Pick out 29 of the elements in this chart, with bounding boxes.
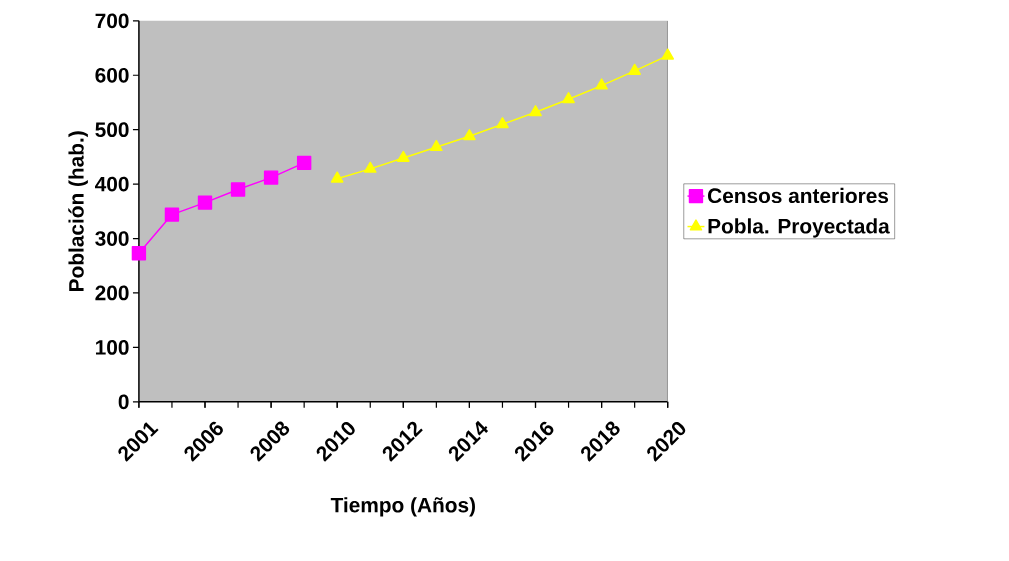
y-tick-label: 700 bbox=[95, 13, 129, 29]
point bbox=[263, 170, 279, 185]
legend-label: Censos anteriores bbox=[708, 188, 889, 204]
point bbox=[363, 161, 377, 174]
point bbox=[197, 195, 213, 211]
point bbox=[463, 129, 476, 141]
point bbox=[296, 155, 312, 171]
y-tick-label: 400 bbox=[95, 176, 129, 192]
point bbox=[230, 182, 246, 197]
x-axis-title: Tiempo (Años) bbox=[330, 497, 475, 517]
y-tick-label: 200 bbox=[95, 285, 129, 301]
y-tick-label: 100 bbox=[95, 340, 129, 355]
point bbox=[496, 117, 509, 129]
point bbox=[529, 105, 542, 117]
point bbox=[562, 92, 575, 104]
point bbox=[628, 63, 641, 76]
point bbox=[595, 78, 608, 90]
legend-label: Pobla. Proyectada bbox=[708, 218, 890, 238]
point bbox=[330, 171, 344, 183]
y-tick-label: 600 bbox=[95, 68, 129, 83]
point bbox=[661, 48, 675, 60]
point bbox=[396, 151, 410, 163]
y-axis-title: Población (hab.) bbox=[68, 131, 88, 292]
y-tick-label: 300 bbox=[95, 231, 129, 247]
point bbox=[131, 246, 147, 261]
y-tick-label: 500 bbox=[95, 122, 129, 138]
point bbox=[164, 207, 180, 223]
point bbox=[430, 140, 443, 152]
y-tick-label: 0 bbox=[118, 394, 129, 410]
